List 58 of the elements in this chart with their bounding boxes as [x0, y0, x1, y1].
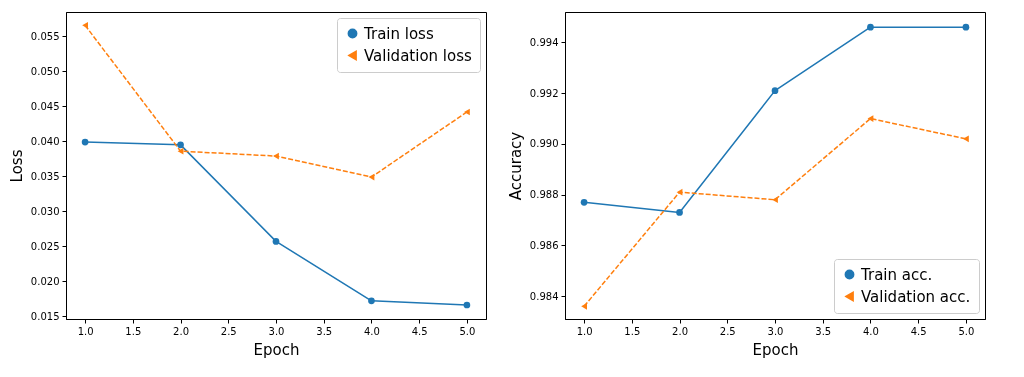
y-tick-label: 0.015: [30, 310, 60, 322]
point: [177, 141, 184, 149]
x-tick-label: 2.5: [220, 325, 237, 337]
point: [368, 297, 375, 305]
point: [581, 302, 587, 310]
x-tick-label: 2.0: [672, 325, 688, 337]
legend-label: Validation loss: [364, 46, 472, 65]
y-tick-label: 0.030: [30, 205, 60, 217]
y-tick-label: 0.990: [529, 138, 559, 150]
y-tick-label: 0.040: [30, 135, 60, 147]
x-tick-label: 4.0: [863, 325, 879, 337]
y-tick-label: 0.984: [529, 290, 559, 302]
point: [772, 196, 778, 204]
x-tick-label: 4.5: [910, 325, 927, 337]
y-tick-label: 0.055: [30, 30, 60, 42]
point: [464, 108, 470, 116]
x-tick-label: 2.0: [173, 325, 189, 337]
point: [963, 135, 969, 143]
point: [368, 173, 375, 181]
x-tick-label: 1.0: [576, 325, 593, 337]
point: [580, 198, 588, 206]
y-tick-label: 0.025: [30, 240, 60, 252]
x-axis-title: Epoch: [752, 340, 799, 359]
legend-label: Validation acc.: [861, 287, 971, 306]
legend-label: Train loss: [363, 24, 434, 43]
point: [962, 23, 970, 31]
y-tick-label: 0.045: [30, 100, 60, 112]
y-tick-label: 0.988: [529, 189, 559, 201]
y-tick-label: 0.020: [30, 275, 60, 287]
x-tick-label: 1.5: [125, 325, 142, 337]
y-axis-title: Accuracy: [506, 131, 525, 201]
x-tick-label: 3.5: [815, 325, 832, 337]
y-axis-title: Loss: [7, 149, 26, 183]
point: [676, 209, 683, 216]
y-tick-label: 0.986: [529, 239, 559, 251]
x-tick-label: 4.0: [364, 325, 380, 337]
x-tick-label: 3.5: [316, 325, 333, 337]
y-tick-label: 0.994: [529, 36, 559, 48]
x-tick-label: 1.0: [77, 325, 94, 337]
y-tick-label: 0.050: [30, 65, 60, 77]
point: [771, 87, 779, 94]
point: [463, 301, 471, 309]
y-tick-label: 0.035: [30, 170, 60, 182]
y-tick-label: 0.992: [529, 87, 559, 99]
point: [82, 21, 88, 29]
point: [81, 138, 89, 146]
x-tick-label: 2.5: [719, 325, 736, 337]
x-tick-label: 5.0: [958, 325, 975, 337]
x-axis-title: Epoch: [253, 340, 300, 359]
point: [273, 152, 279, 160]
x-tick-label: 5.0: [459, 325, 476, 337]
x-tick-label: 4.5: [411, 325, 428, 337]
x-tick-label: 1.5: [624, 325, 641, 337]
point: [272, 238, 280, 245]
legend-label: Train acc.: [860, 265, 933, 284]
x-tick-label: 3.0: [767, 325, 784, 337]
point: [867, 23, 874, 31]
x-tick-label: 3.0: [268, 325, 285, 337]
